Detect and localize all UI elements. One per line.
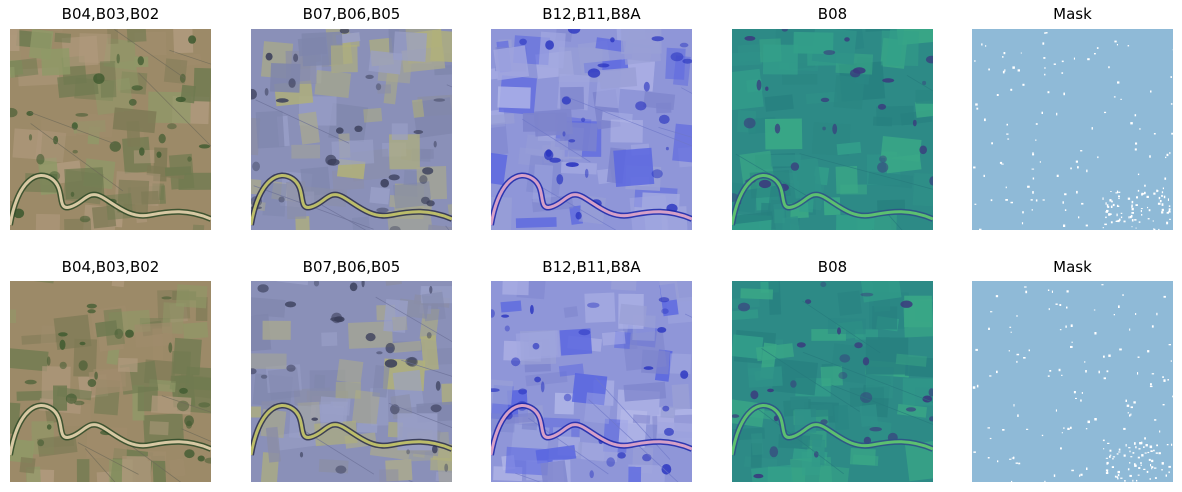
panel-title-r1-c3: B12,B11,B8A	[542, 5, 641, 23]
panel-title-r1-c2: B07,B06,B05	[302, 5, 401, 23]
satellite-image-r1-c2	[251, 29, 452, 230]
panel-title-r1-c4: B08	[817, 5, 848, 23]
panel-title-r1-c5: Mask	[1053, 5, 1092, 23]
satellite-image-r2-c4	[732, 281, 933, 482]
panel-title-r2-c3: B12,B11,B8A	[542, 258, 641, 276]
mask-image-r1-c5	[972, 29, 1173, 230]
satellite-image-r1-c1	[10, 29, 211, 230]
panel-title-r1-c1: B04,B03,B02	[61, 5, 160, 23]
satellite-image-r2-c3	[491, 281, 692, 482]
mask-image-r2-c5	[972, 281, 1173, 482]
satellite-image-r1-c4	[732, 29, 933, 230]
panel-title-r2-c2: B07,B06,B05	[302, 258, 401, 276]
panel-title-r2-c5: Mask	[1053, 258, 1092, 276]
panel-title-r2-c4: B08	[817, 258, 848, 276]
satellite-image-r2-c2	[251, 281, 452, 482]
panel-title-r2-c1: B04,B03,B02	[61, 258, 160, 276]
satellite-image-r2-c1	[10, 281, 211, 482]
satellite-image-r1-c3	[491, 29, 692, 230]
